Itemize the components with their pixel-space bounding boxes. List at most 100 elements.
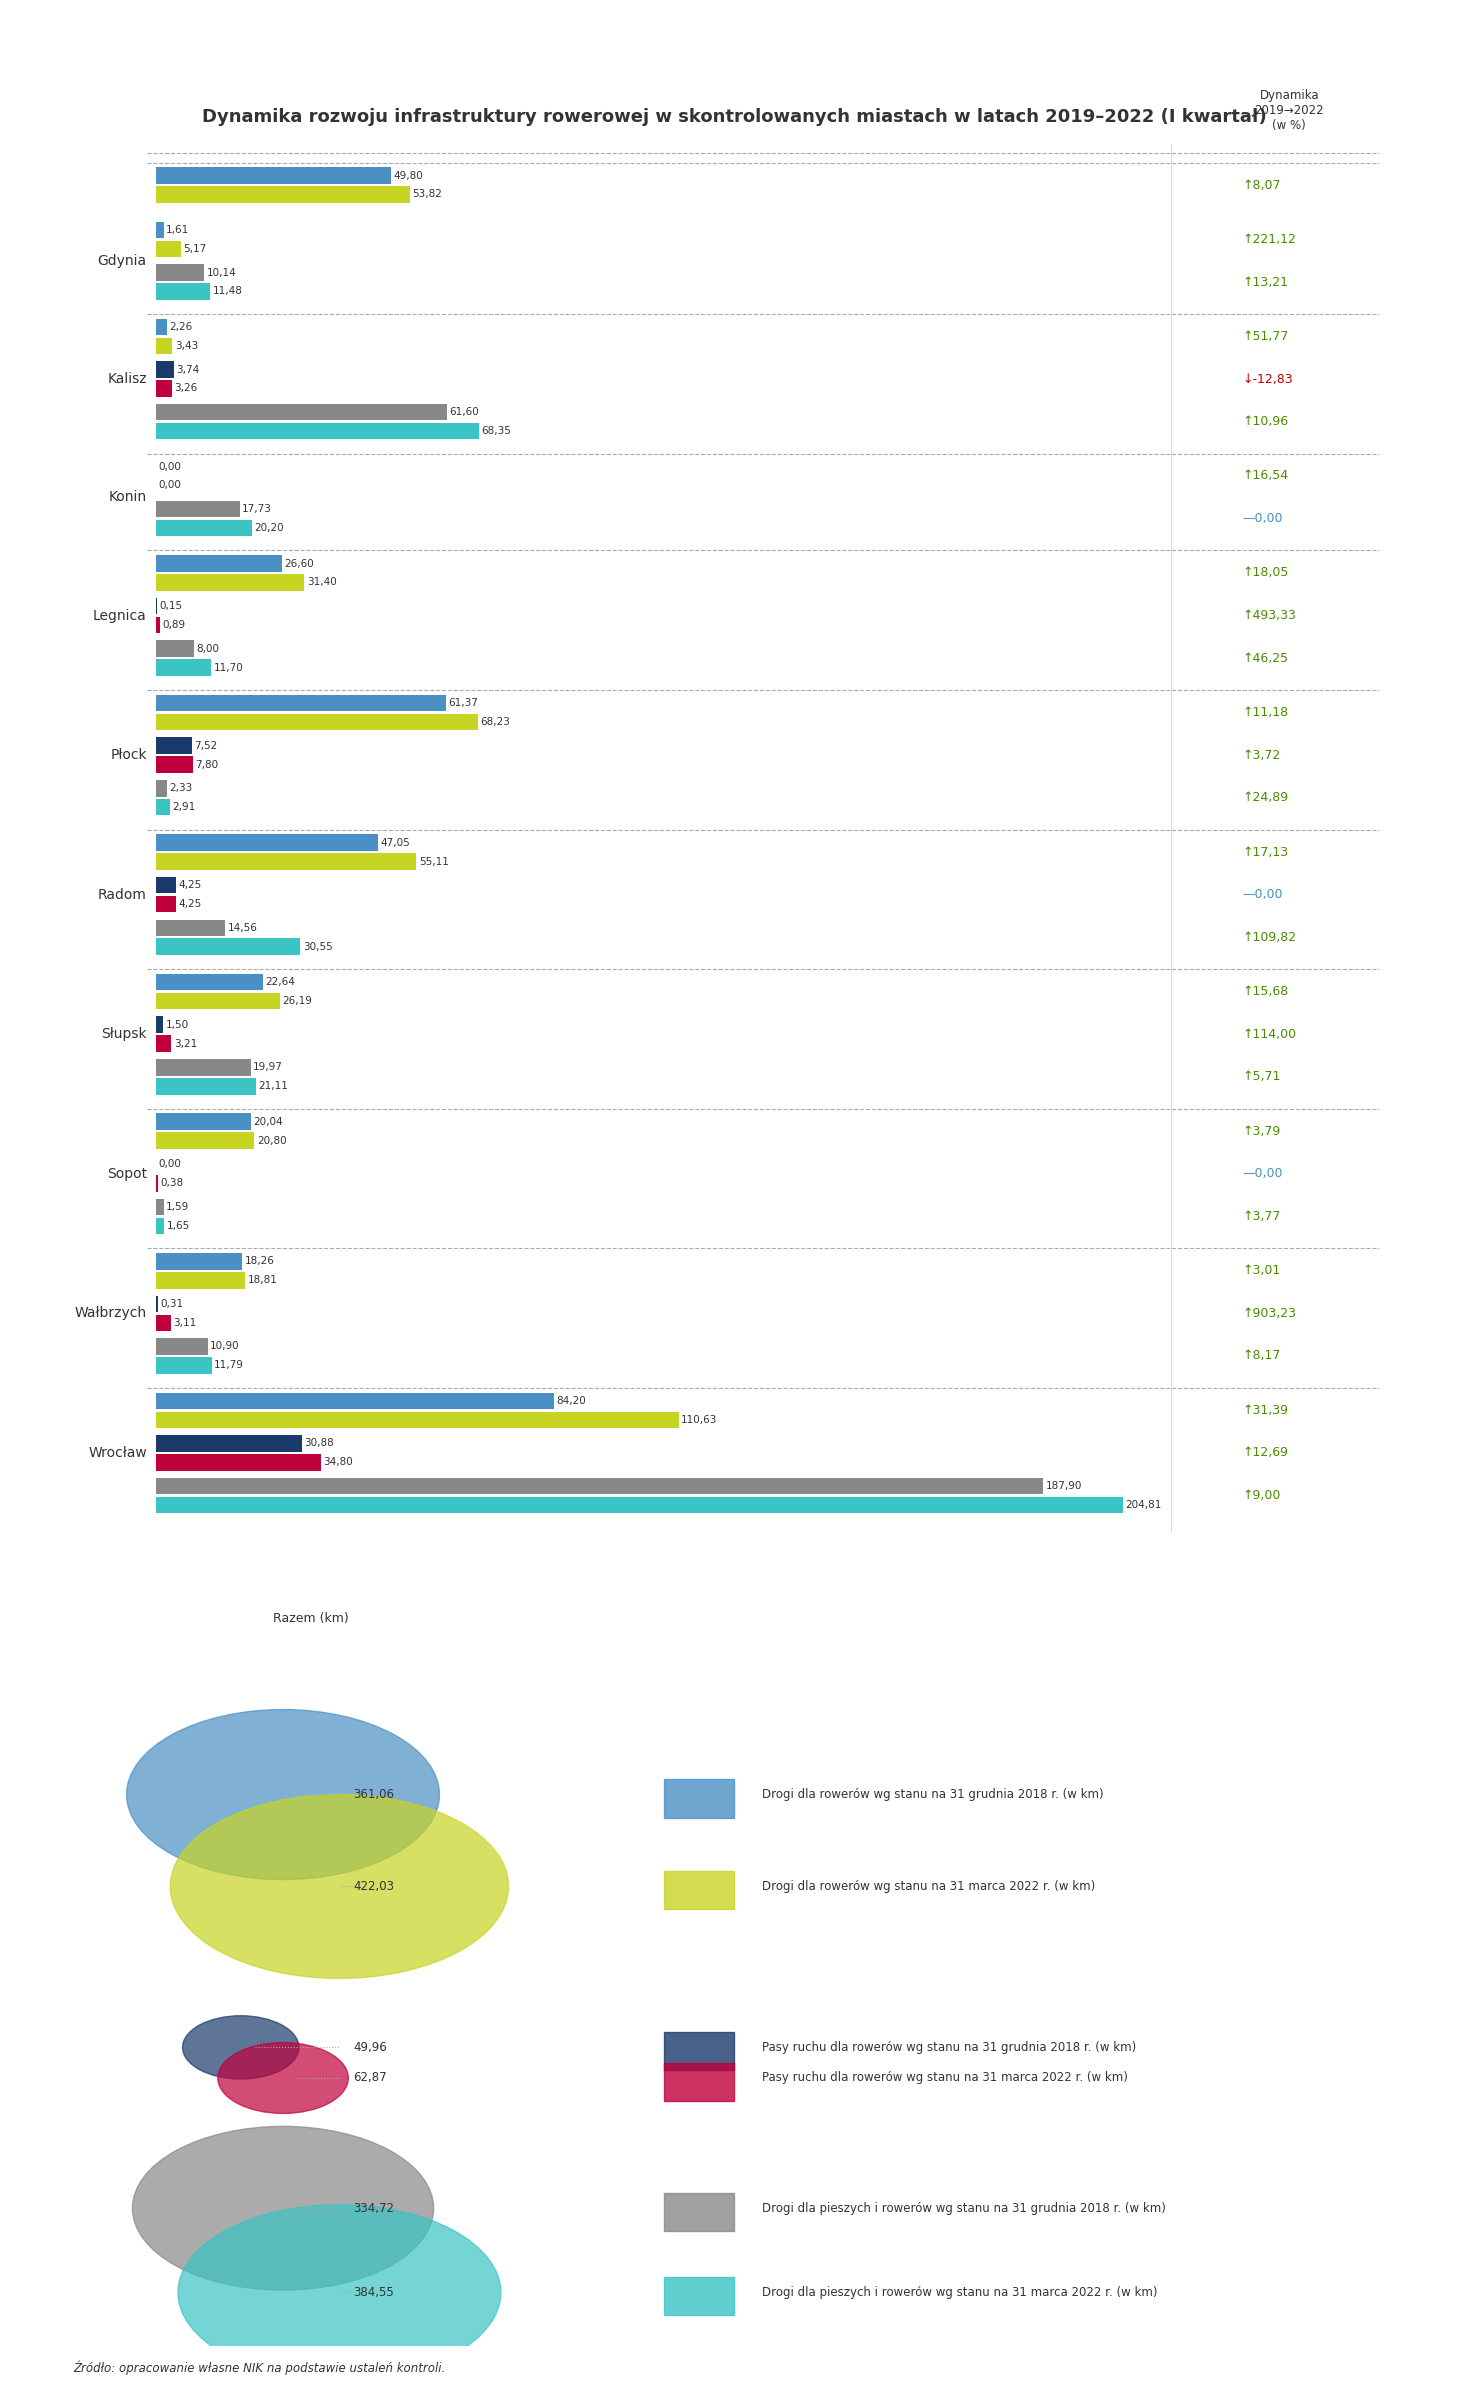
- Bar: [156, 876, 176, 893]
- Text: 3,74: 3,74: [176, 364, 200, 373]
- Text: 19,97: 19,97: [252, 1063, 283, 1073]
- Text: 1,50: 1,50: [166, 1020, 189, 1029]
- Text: 10,14: 10,14: [207, 268, 236, 278]
- Text: Legnica: Legnica: [92, 608, 147, 622]
- Text: 53,82: 53,82: [413, 189, 442, 199]
- Text: ↑493,33: ↑493,33: [1242, 608, 1296, 622]
- Text: —0,00: —0,00: [1242, 888, 1283, 900]
- Text: 21,11: 21,11: [258, 1082, 288, 1092]
- Bar: [156, 713, 479, 730]
- Bar: [156, 338, 172, 354]
- Bar: [156, 1077, 255, 1094]
- Text: 14,56: 14,56: [228, 922, 257, 934]
- Bar: [156, 263, 204, 280]
- Text: Radom: Radom: [98, 888, 147, 903]
- Text: 0,00: 0,00: [159, 481, 182, 491]
- Text: ↑3,01: ↑3,01: [1242, 1264, 1280, 1278]
- Text: 20,04: 20,04: [252, 1116, 283, 1128]
- Text: ↑46,25: ↑46,25: [1242, 651, 1287, 666]
- Bar: [156, 1219, 164, 1235]
- Text: 4,25: 4,25: [179, 900, 203, 910]
- Bar: [156, 800, 170, 816]
- Text: 22,64: 22,64: [266, 977, 295, 986]
- Bar: [156, 318, 167, 335]
- Text: Słupsk: Słupsk: [101, 1027, 147, 1041]
- Bar: [156, 994, 280, 1010]
- Bar: [156, 1434, 302, 1451]
- Text: 11,79: 11,79: [214, 1360, 244, 1369]
- Text: 3,43: 3,43: [175, 340, 198, 352]
- Bar: [156, 1393, 553, 1410]
- Bar: [156, 1199, 164, 1216]
- Text: ↑51,77: ↑51,77: [1242, 330, 1289, 342]
- Text: 55,11: 55,11: [418, 857, 449, 867]
- Text: Sopot: Sopot: [107, 1166, 147, 1180]
- Text: Razem (km): Razem (km): [273, 1611, 349, 1626]
- Text: 34,80: 34,80: [323, 1458, 352, 1468]
- Bar: [156, 1175, 159, 1192]
- Text: ↑15,68: ↑15,68: [1242, 986, 1289, 998]
- Text: 26,19: 26,19: [282, 996, 313, 1005]
- Bar: [156, 405, 448, 421]
- Text: 61,37: 61,37: [448, 699, 479, 709]
- Bar: [156, 1338, 207, 1355]
- Bar: [156, 938, 301, 955]
- Bar: [156, 555, 282, 572]
- Bar: [664, 1779, 734, 1817]
- Text: 8,00: 8,00: [197, 644, 219, 654]
- Text: 18,26: 18,26: [245, 1257, 275, 1266]
- Text: Wrocław: Wrocław: [88, 1446, 147, 1460]
- Text: Gdynia: Gdynia: [98, 254, 147, 268]
- Text: 11,48: 11,48: [213, 287, 242, 297]
- Text: 5,17: 5,17: [184, 244, 207, 254]
- Text: Drogi dla pieszych i rowerów wg stanu na 31 marca 2022 r. (w km): Drogi dla pieszych i rowerów wg stanu na…: [762, 2286, 1158, 2298]
- Text: Dynamika rozwoju infrastruktury rowerowej w skontrolowanych miastach w latach 20: Dynamika rozwoju infrastruktury rowerowe…: [201, 108, 1267, 127]
- Text: 2,26: 2,26: [169, 321, 192, 333]
- Bar: [156, 618, 160, 634]
- Text: ↑3,77: ↑3,77: [1242, 1209, 1280, 1223]
- Text: 7,80: 7,80: [195, 759, 219, 768]
- Text: ↑5,71: ↑5,71: [1242, 1070, 1280, 1084]
- Text: Drogi dla rowerów wg stanu na 31 grudnia 2018 r. (w km): Drogi dla rowerów wg stanu na 31 grudnia…: [762, 1788, 1104, 1800]
- Text: ↑8,07: ↑8,07: [1242, 180, 1280, 192]
- Text: 11,70: 11,70: [214, 663, 244, 673]
- Text: 49,80: 49,80: [393, 170, 423, 180]
- Text: 0,00: 0,00: [159, 1159, 182, 1168]
- Text: 17,73: 17,73: [242, 505, 272, 515]
- Circle shape: [126, 1709, 439, 1879]
- Bar: [664, 2193, 734, 2231]
- Text: ↑24,89: ↑24,89: [1242, 790, 1287, 804]
- Text: 20,80: 20,80: [257, 1135, 286, 1147]
- Bar: [156, 780, 167, 797]
- Text: Konin: Konin: [109, 491, 147, 505]
- Bar: [156, 1132, 254, 1149]
- Bar: [156, 919, 225, 936]
- Circle shape: [217, 2042, 348, 2114]
- Text: 4,25: 4,25: [179, 881, 203, 891]
- Bar: [664, 2277, 734, 2315]
- Text: 334,72: 334,72: [354, 2202, 395, 2214]
- Bar: [156, 424, 479, 440]
- Text: ↑109,82: ↑109,82: [1242, 931, 1296, 943]
- Bar: [156, 187, 411, 203]
- Bar: [156, 519, 251, 536]
- Bar: [156, 282, 210, 299]
- Text: ↑3,72: ↑3,72: [1242, 749, 1280, 761]
- Bar: [156, 895, 176, 912]
- Bar: [156, 1357, 211, 1374]
- Text: 2,91: 2,91: [172, 802, 195, 812]
- Text: ↑13,21: ↑13,21: [1242, 275, 1287, 290]
- Text: 7,52: 7,52: [194, 740, 217, 752]
- Text: ↑221,12: ↑221,12: [1242, 232, 1296, 247]
- Bar: [156, 500, 239, 517]
- Bar: [156, 168, 392, 184]
- Text: Kalisz: Kalisz: [107, 371, 147, 385]
- Circle shape: [182, 2016, 299, 2078]
- Bar: [156, 639, 194, 656]
- Text: Drogi dla rowerów wg stanu na 31 marca 2022 r. (w km): Drogi dla rowerów wg stanu na 31 marca 2…: [762, 1879, 1095, 1894]
- Text: 384,55: 384,55: [354, 2286, 395, 2298]
- Text: 61,60: 61,60: [449, 407, 479, 417]
- Bar: [156, 658, 211, 675]
- Bar: [664, 2033, 734, 2071]
- Bar: [156, 1252, 242, 1269]
